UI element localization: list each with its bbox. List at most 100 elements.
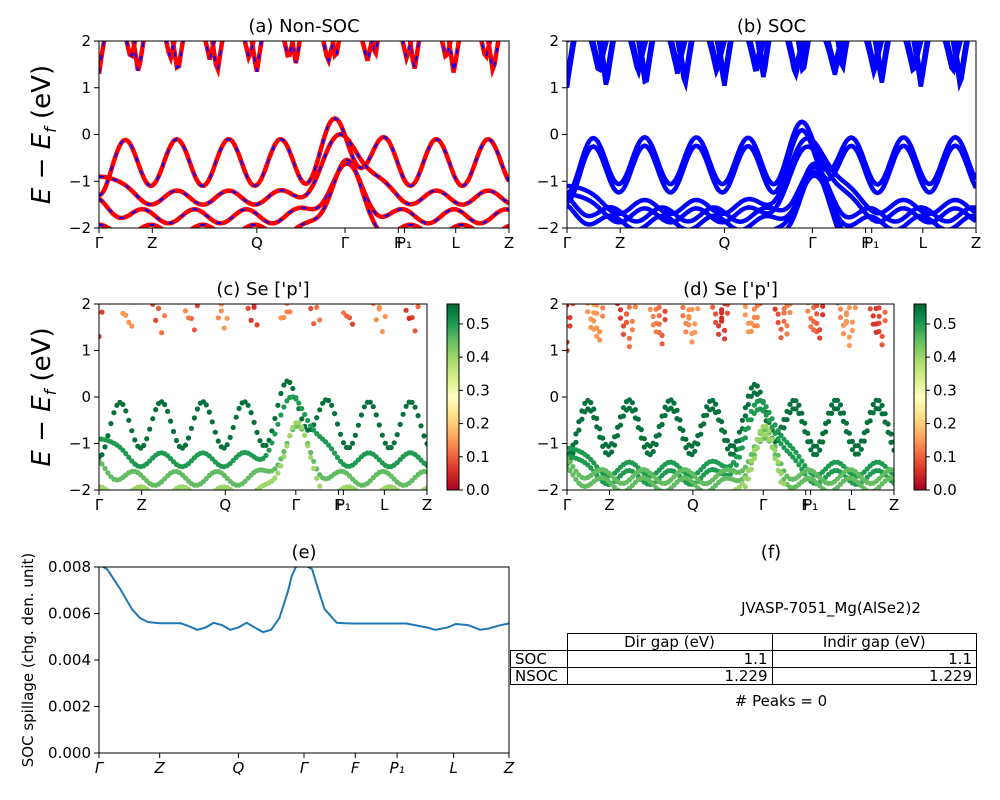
projection-point xyxy=(382,313,388,320)
indir-gap-value: 1.229 xyxy=(771,667,977,685)
projection-point xyxy=(296,420,302,426)
band-line xyxy=(567,41,963,82)
peaks-count: # Peaks = 0 xyxy=(735,692,827,710)
colorbar-tick-label: 0.2 xyxy=(933,415,957,433)
projection-point xyxy=(191,327,197,333)
projection-point xyxy=(679,304,681,305)
projection-point xyxy=(724,446,731,452)
projection-point xyxy=(594,304,600,308)
projection-point xyxy=(317,407,323,413)
projection-point xyxy=(284,398,290,404)
projection-point xyxy=(168,491,173,496)
x-tick-label: Γ xyxy=(95,234,104,252)
projection-point xyxy=(334,421,341,427)
projection-point xyxy=(150,304,156,307)
projection-point xyxy=(713,311,719,317)
projection-point xyxy=(230,424,236,431)
panel-title: (b) SOC xyxy=(737,16,806,37)
indir-gap-value: 1.1 xyxy=(771,650,977,668)
projection-point xyxy=(650,449,656,455)
projection-point xyxy=(716,331,722,337)
x-tick-label: L xyxy=(449,759,457,777)
projection-point xyxy=(793,449,799,455)
y-tick-label: 1 xyxy=(81,79,91,97)
projection-point xyxy=(837,314,844,321)
colorbar-tick-label: 0.4 xyxy=(466,348,490,366)
projection-point xyxy=(671,400,677,406)
projection-point xyxy=(367,399,373,405)
projection-point xyxy=(784,331,790,337)
y-tick-label: 0 xyxy=(81,388,91,406)
projection-point xyxy=(424,485,427,490)
projection-point xyxy=(796,402,802,408)
x-tick-label: Γ xyxy=(341,234,350,252)
projection-point xyxy=(99,333,102,340)
projection-point xyxy=(272,415,278,422)
projection-point xyxy=(766,428,772,434)
projection-point xyxy=(412,328,418,334)
projection-point xyxy=(108,421,114,427)
projection-point xyxy=(632,415,639,421)
projection-point xyxy=(730,443,737,449)
projection-point xyxy=(796,453,802,460)
projection-point xyxy=(891,475,894,481)
projection-point xyxy=(332,411,338,417)
projection-point xyxy=(585,309,591,315)
projection-point xyxy=(614,433,621,439)
projection-point xyxy=(424,441,427,447)
projection-point xyxy=(594,310,600,316)
projection-point xyxy=(147,426,153,432)
projection-point xyxy=(251,419,257,425)
projection-point xyxy=(126,417,132,423)
projection-point xyxy=(400,411,406,417)
x-tick-label: Z xyxy=(147,234,157,252)
projection-point xyxy=(185,435,192,441)
projection-point xyxy=(123,312,129,318)
projection-point xyxy=(353,298,358,303)
projection-point xyxy=(403,403,409,409)
projection-point xyxy=(662,317,668,323)
projection-point xyxy=(716,323,722,329)
projection-point xyxy=(352,487,358,490)
projection-point xyxy=(308,423,314,429)
projection-point xyxy=(573,431,579,437)
projection-point xyxy=(829,410,835,416)
projection-point xyxy=(864,488,870,490)
projection-point xyxy=(736,429,743,435)
projection-point xyxy=(876,313,882,319)
projection-point xyxy=(820,439,826,445)
colorbar-tick-label: 0.2 xyxy=(466,415,490,433)
y-tick-label: 2 xyxy=(81,32,91,50)
projection-point xyxy=(144,436,150,442)
projection-point xyxy=(567,347,570,354)
panel-b-soc-bands: (b) SOC −2 −1 0 1 2 Γ Z Q Γ FP₁ L Z xyxy=(537,16,981,252)
projection-point xyxy=(617,422,624,428)
y-tick-label: 2 xyxy=(549,32,559,50)
material-id: JVASP-7051_Mg(AlSe2)2 xyxy=(740,599,921,618)
projection-point xyxy=(760,408,766,414)
projection-point xyxy=(674,416,680,422)
projection-point xyxy=(719,427,725,433)
projection-point xyxy=(600,305,606,311)
y-tick-label: −1 xyxy=(69,172,91,190)
projection-point xyxy=(111,410,117,416)
projection-point xyxy=(692,448,698,454)
projection-point xyxy=(336,489,339,490)
panel-title: (e) xyxy=(291,542,316,563)
projection-point xyxy=(311,465,317,471)
x-tick-label: Γ xyxy=(292,496,301,514)
projection-point xyxy=(742,312,749,318)
projection-point xyxy=(701,421,707,427)
projection-point xyxy=(326,442,332,448)
projection-point xyxy=(126,297,131,302)
x-tick-label: P₁ xyxy=(864,234,879,252)
projection-point xyxy=(713,401,719,407)
projection-point xyxy=(882,318,888,324)
projection-point xyxy=(567,459,573,465)
projection-point xyxy=(588,456,594,463)
projection-point xyxy=(415,413,421,419)
y-tick-label: 0.002 xyxy=(48,698,91,716)
x-tick-label: Γ xyxy=(95,759,105,777)
projection-point xyxy=(254,429,260,435)
